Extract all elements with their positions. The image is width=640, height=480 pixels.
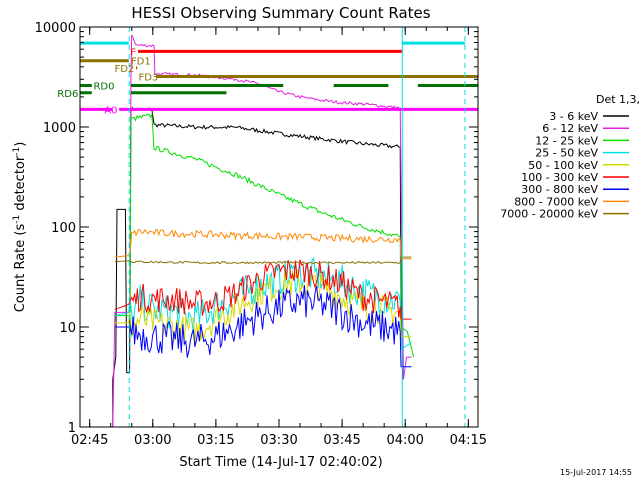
flag-label-a0: A0 <box>104 105 117 116</box>
y-tick-label-2: 100 <box>51 221 76 236</box>
legend-entry-label-0: 3 - 6 keV <box>549 110 598 123</box>
legend-entry-label-1: 6 - 12 keV <box>542 122 598 135</box>
x-tick-label-0: 02:45 <box>71 433 108 448</box>
legend-entry-label-3: 25 - 50 keV <box>535 147 598 160</box>
flag-label-fd2: FD2 <box>114 64 134 75</box>
x-tick-label-3: 03:30 <box>260 433 297 448</box>
series-line-2 <box>114 112 415 358</box>
legend-entry-label-6: 300 - 800 keV <box>521 183 598 196</box>
series-line-0 <box>112 106 404 427</box>
x-tick-label-1: 03:00 <box>134 433 171 448</box>
legend-entry-label-5: 100 - 300 keV <box>521 171 598 184</box>
x-tick-label-5: 04:00 <box>386 433 423 448</box>
x-tick-label-6: 04:15 <box>450 433 487 448</box>
legend-entry-label-4: 50 - 100 keV <box>528 159 598 172</box>
y-axis-label-mid: detector <box>13 155 28 215</box>
flag-label-rd6: RD6 <box>57 89 78 100</box>
flag-label-fd1: FD1 <box>131 57 151 68</box>
plot-area <box>80 27 478 427</box>
y-tick-label-0: 1 <box>68 421 76 436</box>
legend-entry-label-2: 12 - 25 keV <box>535 134 598 147</box>
y-axis-label-end: ) <box>13 142 28 147</box>
legend-title: Det 1,3,6 <box>596 93 640 106</box>
axis-ticks: 02:45 03:00 03:15 03:30 03:45 04:00 04:15 1 10 10… <box>35 21 487 448</box>
flag-label-f: F <box>130 47 136 58</box>
footer-timestamp: 15-Jul-2017 14:55 <box>560 468 632 477</box>
legend-entry-label-8: 7000 - 20000 keV <box>500 208 598 221</box>
series-line-8 <box>114 256 412 265</box>
series-line-3 <box>114 256 412 351</box>
series-line-7 <box>114 228 412 260</box>
y-axis-label: Count Rate (s-1 detector-1) <box>12 142 28 313</box>
x-axis-label: Start Time (14-Jul-17 02:40:02) <box>179 455 382 470</box>
flag-label-fd3: FD3 <box>138 72 158 83</box>
legend-entry-label-7: 800 - 7000 keV <box>514 195 598 208</box>
x-tick-label-4: 03:45 <box>323 433 360 448</box>
y-tick-label-1: 10 <box>59 321 76 336</box>
series-line-5 <box>114 259 412 320</box>
y-axis-label-sup2: -1 <box>12 147 22 156</box>
y-tick-label-4: 10000 <box>35 21 76 36</box>
plot-content <box>80 27 478 427</box>
chart-title: HESSI Observing Summary Count Rates <box>131 4 430 22</box>
y-tick-label-3: 1000 <box>43 121 76 136</box>
x-tick-label-2: 03:15 <box>197 433 234 448</box>
y-axis-label-sup1: -1 <box>12 215 22 224</box>
series-line-6 <box>114 285 412 368</box>
flag-label-rd0: RD0 <box>93 82 114 93</box>
y-axis-label-main: Count Rate (s <box>13 224 28 313</box>
